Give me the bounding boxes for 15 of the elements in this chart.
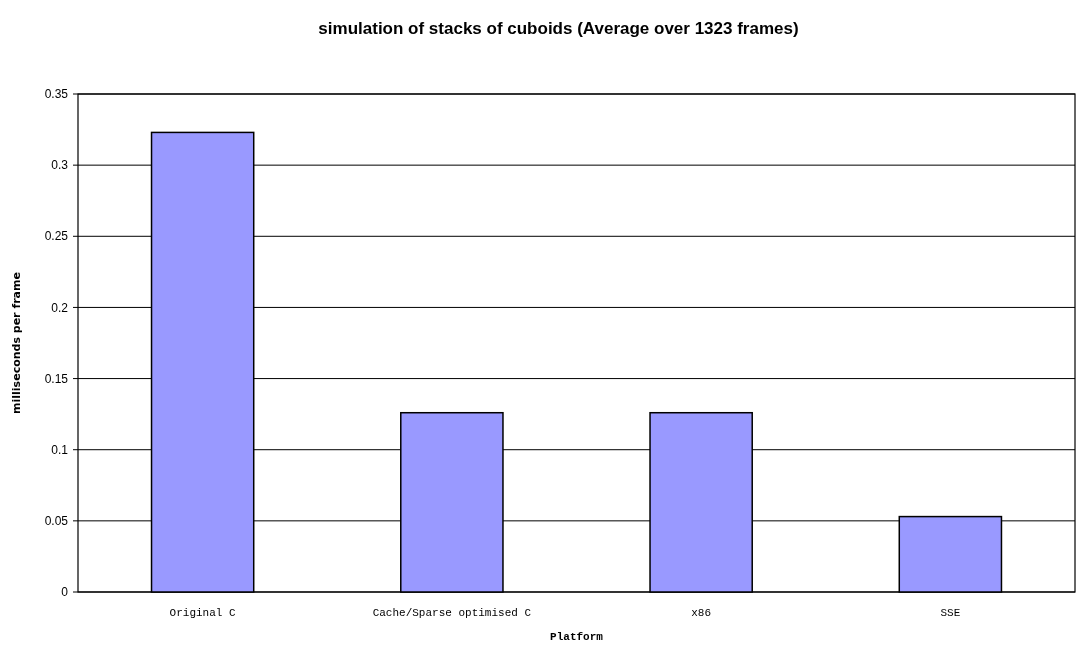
chart-title: simulation of stacks of cuboids (Average over 1323 frames): [318, 19, 799, 38]
y-tick-label: 0.2: [51, 300, 69, 315]
y-tick-label: 0.3: [51, 158, 69, 173]
y-tick-label: 0: [61, 585, 69, 600]
x-tick-label: x86: [691, 607, 712, 619]
x-tick-label: Original C: [169, 607, 237, 619]
x-tick-label: Cache/Sparse optimised C: [372, 607, 532, 619]
y-tick-label: 0.25: [44, 229, 69, 244]
y-axis-title: milliseconds per frame: [10, 272, 23, 414]
y-tick-label: 0.35: [44, 87, 69, 102]
y-tick-label: 0.1: [51, 442, 69, 457]
y-tick-label: 0.05: [44, 514, 69, 529]
x-axis-title: Platform: [550, 631, 604, 643]
y-tick-label: 0.15: [44, 371, 69, 386]
x-tick-label: SSE: [940, 607, 961, 619]
